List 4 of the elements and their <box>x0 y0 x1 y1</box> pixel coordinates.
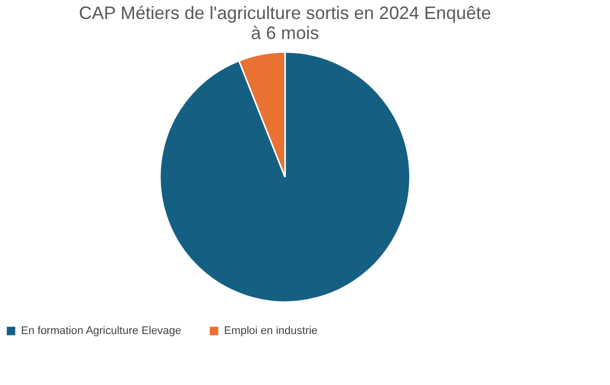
legend-label: Emploi en industrie <box>224 325 318 337</box>
chart-title: CAP Métiers de l'agriculture sortis en 2024 Enquête à 6 mois <box>78 3 492 43</box>
pie-slice <box>159 51 411 303</box>
legend-label: En formation Agriculture Elevage <box>21 325 182 337</box>
